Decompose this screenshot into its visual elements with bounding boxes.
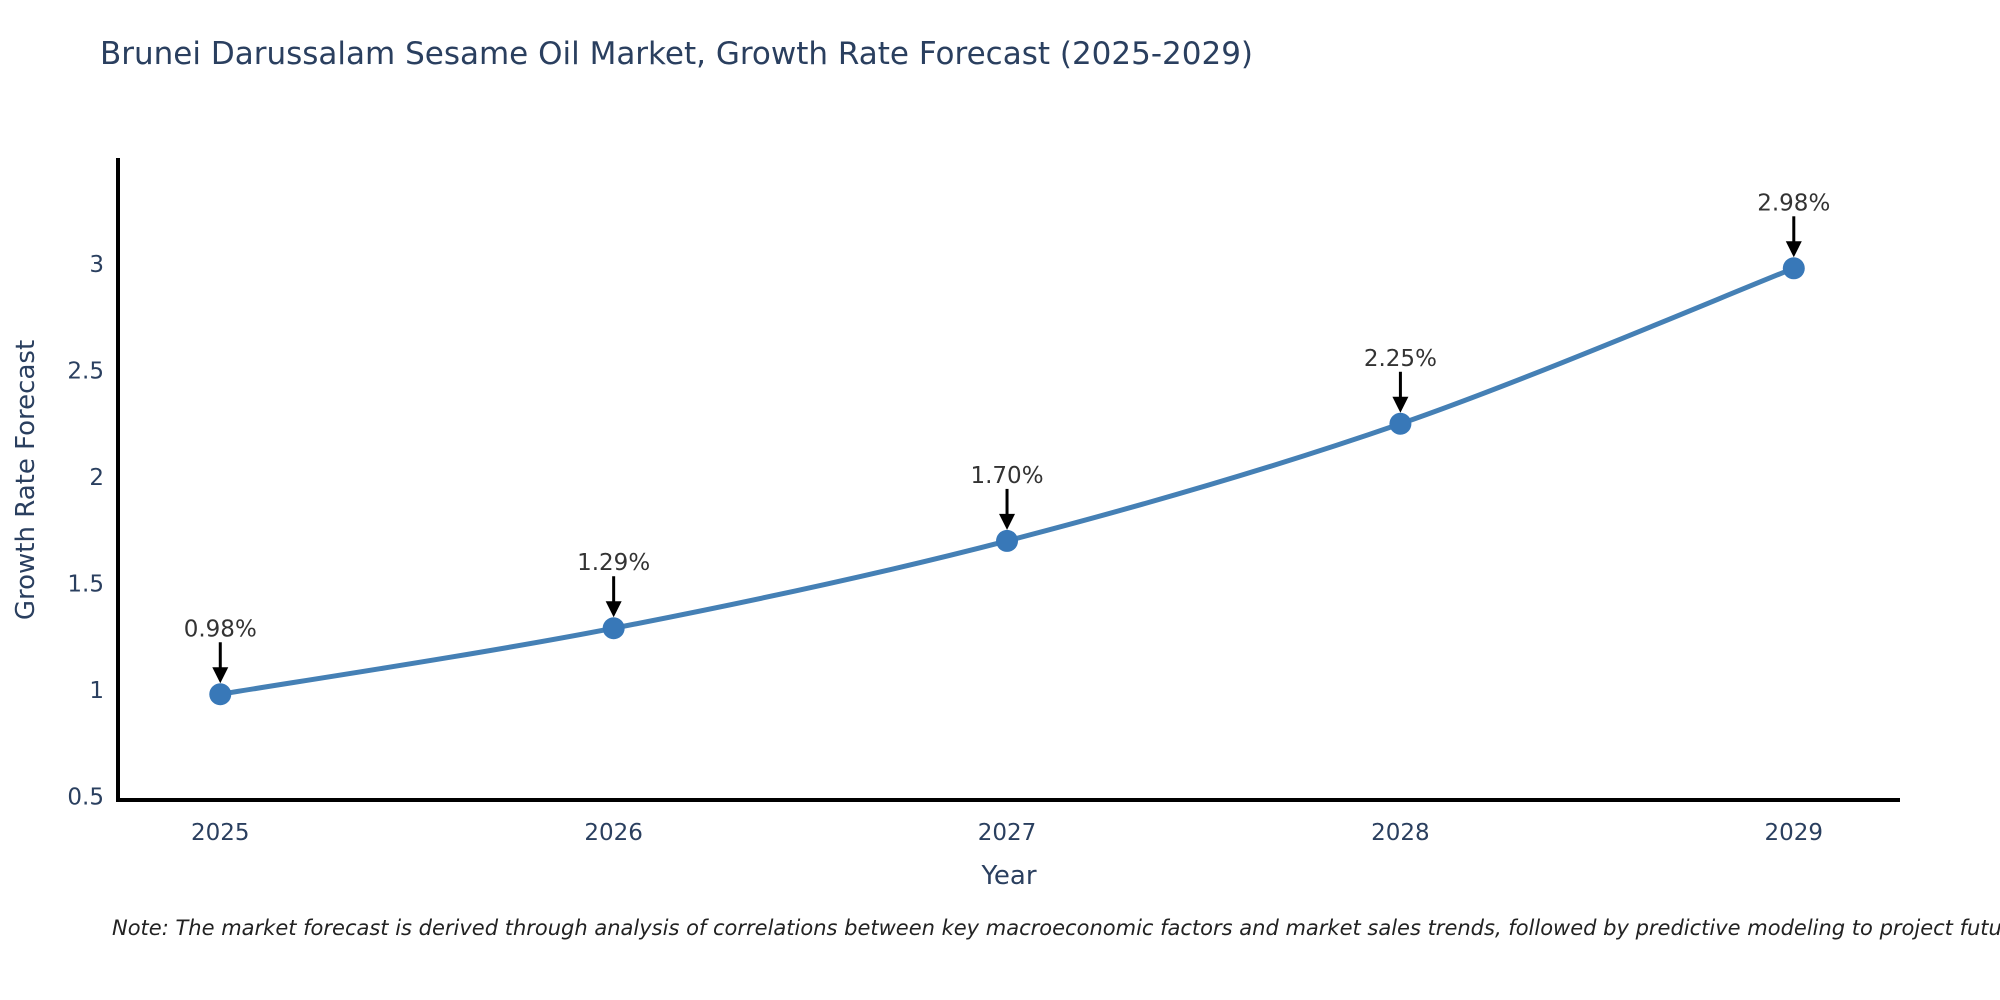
x-tick-label: 2029 [1765,820,1824,846]
chart-title: Brunei Darussalam Sesame Oil Market, Gro… [100,36,1254,72]
data-point-2028[interactable] [1389,412,1412,435]
annotation-arrowhead-icon [605,601,622,618]
y-tick-label: 2 [89,465,104,491]
y-tick-label: 1.5 [67,572,104,598]
y-axis-title: Growth Rate Forecast [11,340,41,620]
annotation-arrowhead-icon [1392,396,1409,413]
x-tick-label: 2028 [1371,820,1430,846]
point-value-label: 1.70% [970,463,1043,489]
data-point-2026[interactable] [602,617,625,640]
x-axis-title: Year [980,861,1036,891]
annotation-arrowhead-icon [212,667,229,684]
y-tick-label: 3 [89,252,104,278]
y-tick-label: 0.5 [67,784,104,810]
y-tick-label: 1 [89,678,104,704]
annotation-arrowhead-icon [999,513,1016,530]
chart-footnote: Note: The market forecast is derived thr… [112,916,2000,940]
point-value-label: 0.98% [184,616,257,642]
point-value-label: 2.25% [1364,346,1437,372]
x-tick-label: 2026 [584,820,643,846]
point-value-label: 2.98% [1757,190,1830,216]
data-point-2025[interactable] [209,683,232,706]
annotation-arrowhead-icon [1785,241,1802,258]
plot-layer: 0.5 1 1.5 2 2.5 3 2025 2026 2027 2028 2029 0.98% 1.2… [67,190,1830,846]
x-tick-label: 2027 [978,820,1037,846]
point-value-label: 1.29% [577,550,650,576]
x-tick-label: 2025 [191,820,250,846]
y-tick-label: 2.5 [67,359,104,385]
data-point-2029[interactable] [1782,257,1805,280]
data-point-2027[interactable] [996,529,1019,552]
